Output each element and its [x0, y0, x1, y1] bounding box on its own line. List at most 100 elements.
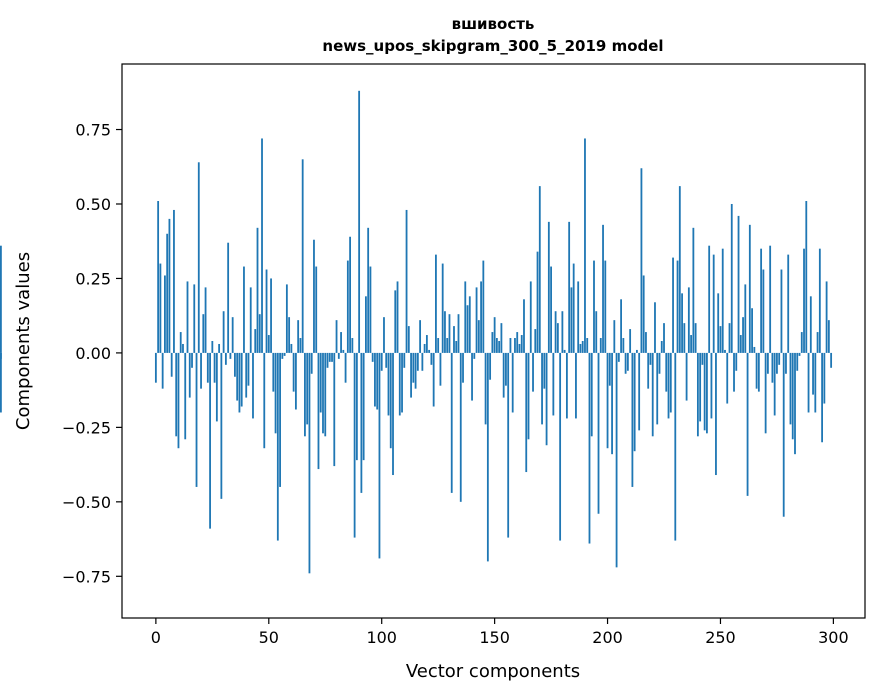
bar — [543, 352, 546, 389]
x-axis-label: Vector components — [406, 661, 580, 682]
bar — [647, 352, 650, 389]
bar — [532, 352, 534, 392]
bar — [681, 293, 683, 353]
y-tick-label: 0.25 — [75, 269, 111, 288]
bar — [685, 352, 688, 401]
chart-title-line2: news_upos_skipgram_300_5_2019 model — [322, 37, 663, 55]
bar — [805, 201, 808, 353]
bar — [202, 314, 205, 353]
bar — [624, 352, 627, 374]
bar — [769, 245, 772, 353]
bar — [692, 227, 695, 353]
bar — [674, 352, 677, 541]
bar — [757, 352, 760, 392]
bar — [760, 248, 763, 353]
bar — [739, 335, 742, 353]
bar — [694, 323, 697, 353]
bar — [313, 239, 315, 353]
bar — [575, 352, 577, 419]
bar — [748, 224, 751, 353]
bar — [249, 287, 252, 353]
bar — [159, 263, 162, 353]
x-tick-label: 0 — [151, 628, 161, 647]
bar — [315, 266, 318, 353]
bar — [561, 311, 564, 353]
bar — [317, 352, 320, 470]
bar — [459, 352, 462, 502]
bar — [265, 269, 268, 353]
bar — [231, 317, 234, 353]
bar — [401, 352, 403, 413]
bar — [227, 242, 230, 353]
bar — [340, 332, 342, 353]
bar — [333, 352, 336, 467]
plot-frame — [121, 63, 866, 619]
bar — [365, 296, 367, 353]
bar — [787, 254, 790, 353]
bar — [444, 311, 446, 353]
bar — [773, 352, 776, 416]
bar — [586, 338, 589, 353]
bar — [337, 352, 340, 359]
bar — [509, 338, 512, 353]
bar — [721, 248, 724, 353]
bar — [218, 343, 221, 353]
y-tick-label: 0.50 — [75, 195, 111, 214]
bar — [785, 352, 787, 374]
bar — [285, 284, 288, 353]
bar — [299, 338, 302, 353]
y-axis-ticks: −0.75 −0.50 −0.25 0.00 0.25 0.50 0.75 — [62, 121, 122, 586]
bar — [626, 352, 629, 371]
bar — [480, 281, 482, 353]
bar — [486, 352, 489, 562]
bar — [523, 299, 525, 353]
bar — [428, 349, 431, 353]
bar — [324, 352, 327, 437]
bar — [430, 352, 433, 365]
bar — [371, 352, 374, 362]
bar — [396, 281, 399, 353]
bar — [258, 314, 261, 353]
bar — [439, 352, 442, 386]
bar — [814, 352, 817, 413]
bar — [182, 343, 184, 353]
bar — [157, 201, 160, 353]
bar — [645, 332, 647, 353]
bar — [719, 326, 722, 353]
bar — [344, 352, 347, 383]
bar — [362, 352, 365, 461]
bar — [308, 352, 311, 574]
bar — [550, 266, 552, 353]
bar — [823, 352, 826, 404]
bar — [355, 352, 358, 461]
bar — [498, 341, 501, 353]
bar — [276, 352, 279, 541]
bar — [292, 352, 295, 392]
y-tick-label: −0.50 — [62, 493, 111, 512]
bar — [667, 352, 670, 419]
bar — [678, 186, 681, 353]
bar — [541, 352, 543, 425]
bar — [236, 352, 239, 401]
bar — [816, 332, 819, 353]
y-tick-label: 0.00 — [75, 344, 111, 363]
bar — [173, 209, 175, 353]
bar — [453, 326, 455, 353]
bar — [304, 352, 306, 437]
bar — [699, 352, 702, 422]
bar — [407, 326, 410, 353]
bar — [482, 260, 485, 353]
bar — [335, 320, 338, 353]
bar — [796, 352, 799, 371]
bar — [789, 352, 792, 425]
bar — [473, 352, 476, 359]
bar — [389, 352, 392, 449]
bar — [358, 90, 361, 353]
bar — [672, 257, 674, 353]
bar — [378, 352, 381, 559]
bar — [398, 352, 401, 416]
bar — [559, 352, 562, 541]
bar — [663, 323, 665, 353]
bar — [649, 352, 652, 365]
